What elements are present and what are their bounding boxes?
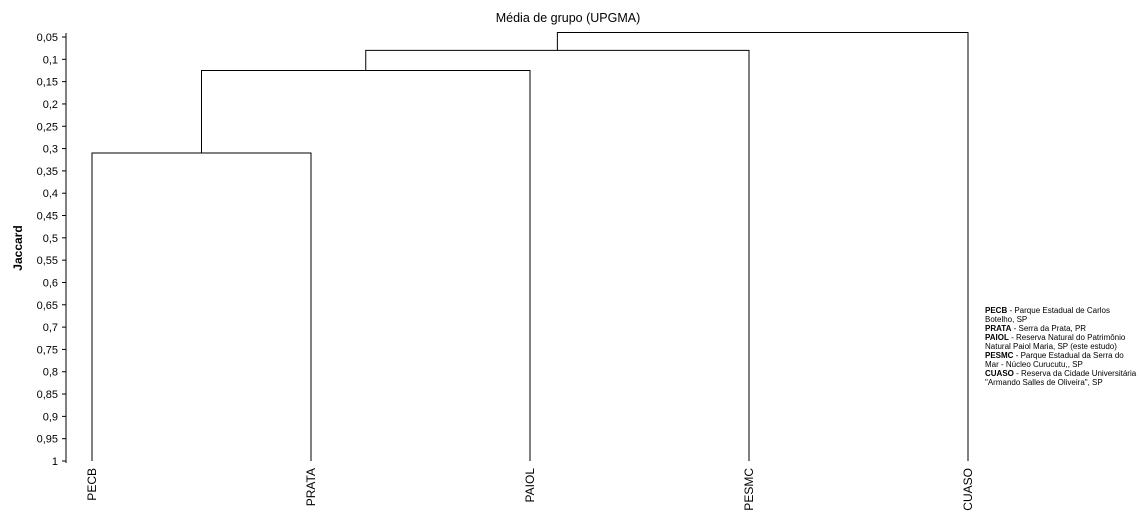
y-tick-label: 0,55 — [37, 255, 58, 267]
y-tick-label: 0,85 — [37, 389, 58, 401]
chart-title: Média de grupo (UPGMA) — [496, 11, 641, 25]
y-tick-label: 0,5 — [43, 233, 58, 245]
y-tick-label: 0,15 — [37, 77, 58, 89]
leaf-label-pecb: PECB — [85, 468, 99, 501]
y-tick-label: 0,45 — [37, 211, 58, 223]
legend-entry-pecb: PECB - Parque Estadual de Carlos Botelho… — [985, 306, 1110, 324]
dendrogram-link-1 — [91, 152, 312, 461]
y-tick-label: 1 — [52, 456, 58, 468]
leaf-labels: PECB PRATA PAIOL PESMC CUASO — [85, 468, 975, 511]
dendrogram-link-2 — [201, 69, 531, 461]
y-tick-label: 0,8 — [43, 367, 58, 379]
y-tick-label: 0,7 — [43, 322, 58, 334]
legend-entry-paiol: PAIOL - Reserva Natural do Patrimônio Na… — [985, 333, 1126, 351]
y-tick-label: 0,4 — [43, 188, 58, 200]
leaf-label-paiol: PAIOL — [523, 468, 537, 503]
leaf-label-cuaso: CUASO — [961, 468, 975, 511]
leaf-label-prata: PRATA — [304, 468, 318, 506]
y-tick-label: 0,1 — [43, 54, 58, 66]
y-tick-label: 0,65 — [37, 300, 58, 312]
y-tick-label: 0,3 — [43, 144, 58, 156]
legend-entry-prata: PRATA - Serra da Prata, PR — [985, 324, 1087, 333]
y-tick-label: 0,35 — [37, 166, 58, 178]
y-tick-label: 0,05 — [37, 32, 58, 44]
y-axis-label: Jaccard — [11, 225, 25, 270]
legend: PECB - Parque Estadual de Carlos Botelho… — [985, 306, 1139, 387]
legend-entry-cuaso: CUASO - Reserva da Cidade Universitária … — [985, 369, 1137, 387]
y-tick-label: 0,25 — [37, 121, 58, 133]
dendrogram-link-4 — [556, 32, 969, 461]
y-axis-ticks: 0,05 0,1 0,15 0,2 0,25 0,3 0,35 0,4 0,45 0,5 0,55 0… — [37, 32, 66, 468]
dendrogram-links — [91, 32, 969, 461]
y-tick-label: 0,75 — [37, 344, 58, 356]
y-tick-label: 0,95 — [37, 434, 58, 446]
leaf-label-pesmc: PESMC — [742, 468, 756, 511]
y-tick-label: 0,9 — [43, 411, 58, 423]
y-tick-label: 0,2 — [43, 99, 58, 111]
legend-entry-pesmc: PESMC - Parque Estadual da Serra do Mar … — [985, 351, 1124, 369]
dendrogram-link-3 — [365, 49, 750, 461]
y-tick-label: 0,6 — [43, 277, 58, 289]
